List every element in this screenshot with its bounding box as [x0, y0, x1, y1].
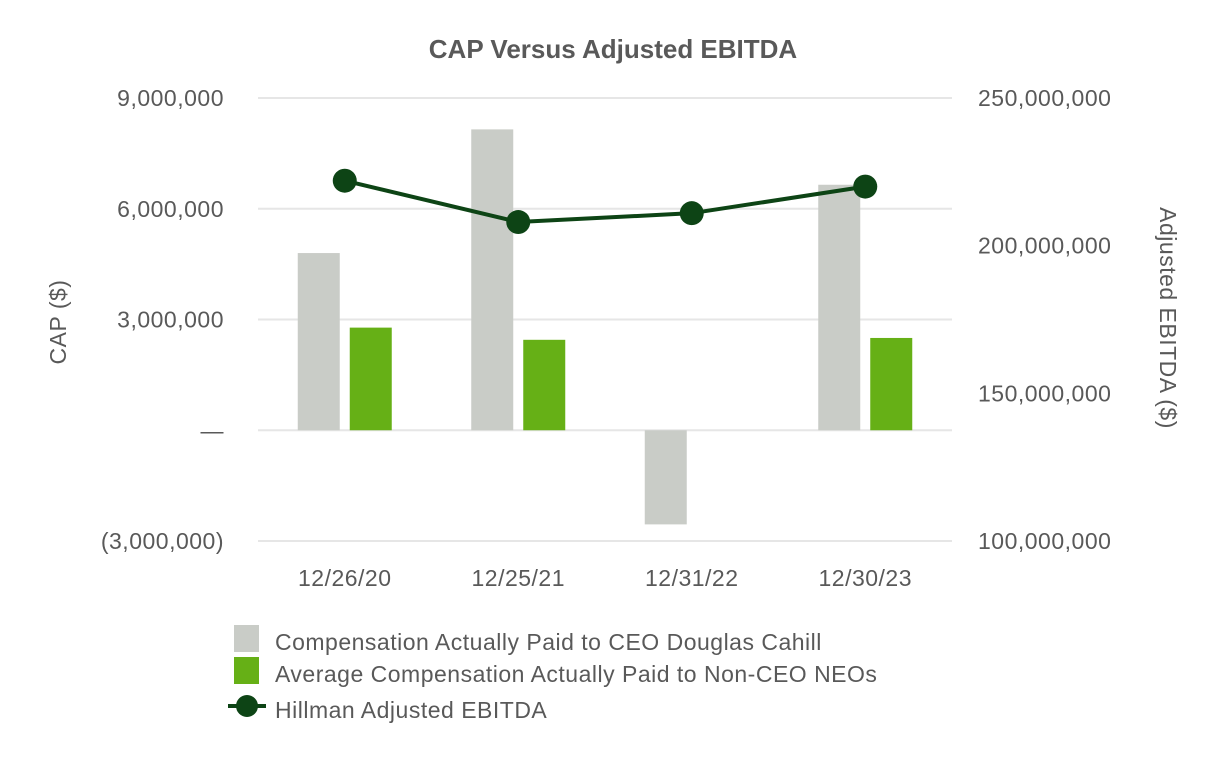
y2-tick-label: 250,000,000	[978, 85, 1111, 111]
ebitda-line	[344, 178, 866, 225]
legend-label: Compensation Actually Paid to CEO Dougla…	[275, 629, 822, 655]
bar	[297, 253, 340, 431]
legend: Compensation Actually Paid to CEO Dougla…	[228, 625, 877, 723]
y-axis-left-label: CAP ($)	[45, 280, 71, 365]
ebitda-point	[853, 174, 878, 199]
bar	[818, 184, 861, 431]
legend-label: Hillman Adjusted EBITDA	[275, 697, 547, 723]
ebitda-point	[506, 210, 531, 235]
chart-title: CAP Versus Adjusted EBITDA	[429, 34, 798, 64]
y-axis-left-ticks: (3,000,000) — 3,000,000 6,000,000 9,000,000	[101, 85, 224, 554]
legend-swatch	[234, 657, 259, 684]
ebitda-point	[332, 168, 357, 193]
bar	[870, 337, 913, 431]
legend-swatch	[234, 625, 259, 652]
x-tick-label: 12/26/20	[298, 565, 392, 591]
y2-tick-label: 200,000,000	[978, 233, 1111, 259]
line-series	[332, 168, 878, 235]
y-axis-right-ticks: 100,000,000 150,000,000 200,000,000 250,000…	[978, 85, 1111, 554]
x-tick-label: 12/30/23	[818, 565, 912, 591]
bar	[349, 327, 392, 431]
legend-marker	[236, 695, 258, 717]
y-tick-label: —	[201, 417, 225, 443]
ebitda-point	[679, 201, 704, 226]
y-tick-label: (3,000,000)	[101, 528, 224, 554]
y2-tick-label: 150,000,000	[978, 380, 1111, 406]
x-tick-label: 12/31/22	[645, 565, 739, 591]
bar	[471, 129, 514, 431]
legend-label: Average Compensation Actually Paid to No…	[275, 661, 877, 687]
bar	[644, 430, 687, 525]
y-axis-right-label: Adjusted EBITDA ($)	[1155, 207, 1181, 429]
bar-series	[297, 129, 913, 525]
y-tick-label: 6,000,000	[117, 196, 224, 222]
x-tick-label: 12/25/21	[471, 565, 565, 591]
y-tick-label: 9,000,000	[117, 85, 224, 111]
x-axis-ticks: 12/26/20 12/25/21 12/31/22 12/30/23	[298, 565, 912, 591]
y2-tick-label: 100,000,000	[978, 528, 1111, 554]
y-tick-label: 3,000,000	[117, 307, 224, 333]
bar	[523, 339, 566, 431]
